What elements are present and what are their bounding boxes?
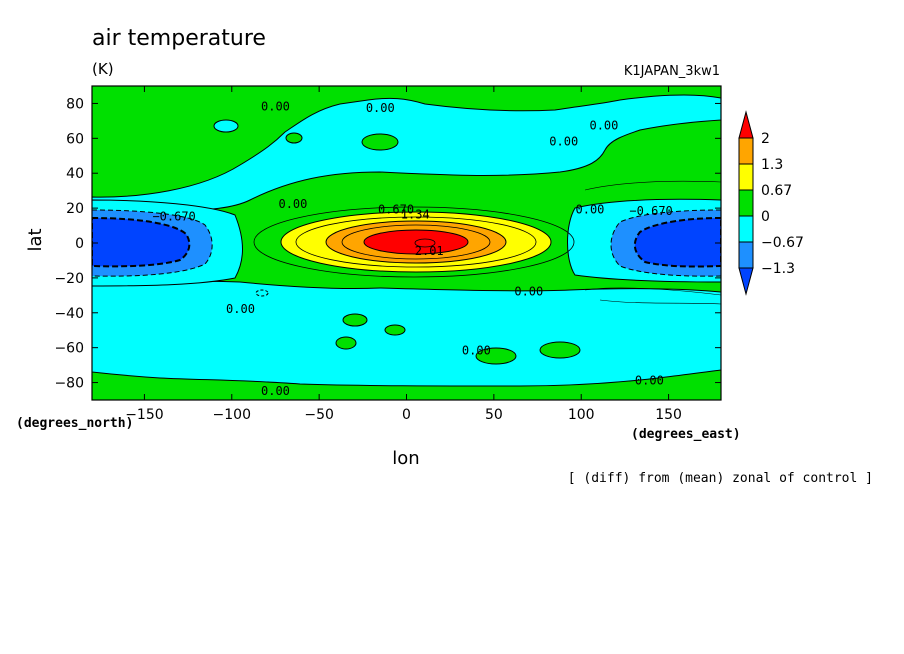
colorbar-level-label: −1.3: [761, 261, 795, 277]
field-patch: [285, 132, 303, 144]
colorbar-level-label: 1.3: [761, 157, 783, 173]
colorbar-level-label: 0.67: [761, 183, 792, 199]
y-unit-label: (degrees_north): [16, 416, 133, 431]
field-region-navy-east: [633, 216, 721, 268]
field-region-red: [363, 229, 469, 255]
y-axis-label: lat: [25, 228, 46, 251]
field-contour-0: [253, 206, 575, 278]
x-axis-label: lon: [392, 448, 419, 469]
contour-label: 0.00: [514, 284, 543, 298]
field-patch: [255, 289, 269, 297]
contour-label: 0.00: [549, 134, 578, 148]
colorbar-swatch: [738, 189, 754, 217]
contour-label: 0.00: [261, 384, 290, 398]
field-patch: [384, 324, 406, 336]
field-patch: [539, 341, 581, 359]
contour-label: 0.00: [366, 101, 395, 115]
y-tick-label: −60: [54, 341, 84, 357]
contour-label: 1.34: [401, 208, 430, 222]
contour-label: −0.670: [152, 209, 195, 223]
colorbar-swatch: [738, 241, 754, 269]
y-tick-label: 80: [66, 96, 84, 112]
x-tick-label: 150: [655, 407, 682, 423]
y-tick-label: 20: [66, 201, 84, 217]
contour-label: 0.00: [589, 119, 618, 133]
contour-label: 0.00: [226, 302, 255, 316]
contour-label: 2.01: [415, 244, 444, 258]
colorbar: 2 1.3 0.67 0 −0.67 −1.3: [738, 110, 804, 296]
y-axis: 80 60 40 20 0 −20 −40 −60 −80: [54, 96, 721, 392]
x-tick-label: 50: [485, 407, 503, 423]
field-patch: [361, 133, 399, 151]
contour-label: 0.00: [635, 373, 664, 387]
contour-label: 0.00: [261, 99, 290, 113]
colorbar-swatch: [738, 163, 754, 191]
y-tick-label: 0: [75, 236, 84, 252]
x-tick-label: −50: [304, 407, 334, 423]
x-tick-label: 0: [402, 407, 411, 423]
y-tick-label: −40: [54, 306, 84, 322]
contour-label: −0.670: [629, 204, 672, 218]
field-contour-weak: [584, 180, 721, 305]
field-contour-yellow-inner: [295, 216, 537, 268]
field-patch: [213, 119, 239, 133]
y-tick-label: 60: [66, 131, 84, 147]
colorbar-swatch-max: [738, 110, 754, 139]
y-tick-label: 40: [66, 166, 84, 182]
colorbar-level-label: 0: [761, 209, 770, 225]
field-contour-red-inner: [414, 238, 436, 248]
contour-labels: 0.00 0.00 0.00 0.00 0.00 0.00 −0.670 −0.670 0.67…: [152, 99, 672, 397]
colorbar-level-label: 2: [761, 131, 770, 147]
contour-label: 0.00: [576, 202, 605, 216]
field-patch: [475, 347, 517, 365]
field-patch: [335, 336, 357, 350]
x-tick-label: −150: [125, 407, 163, 423]
field-region-navy-west: [92, 216, 191, 268]
field-region-cyan-south: [92, 280, 721, 387]
contour-label: 0.00: [278, 197, 307, 211]
colorbar-swatch: [738, 215, 754, 243]
y-tick-label: −80: [54, 376, 84, 392]
contour-label: 0.00: [462, 344, 491, 358]
x-tick-label: 100: [568, 407, 595, 423]
chart-title: air temperature: [92, 26, 266, 51]
x-tick-label: −100: [213, 407, 251, 423]
field-contour-orange-inner: [341, 224, 491, 260]
colorbar-swatch: [738, 137, 754, 165]
field-patch: [342, 313, 368, 327]
contour-label: 0.670: [378, 202, 414, 216]
y-tick-label: −20: [54, 271, 84, 287]
run-label: K1JAPAN_3kw1: [624, 64, 720, 79]
x-axis: −150 −100 −50 0 50 100 150: [125, 86, 682, 423]
colorbar-swatch-min: [738, 267, 754, 296]
x-unit-label: (degrees_east): [631, 427, 741, 442]
plot-area: [92, 86, 721, 400]
units-label: (K): [92, 60, 114, 78]
colorbar-level-label: −0.67: [761, 235, 804, 251]
footer-note: [ (diff) from (mean) zonal of control ]: [568, 471, 873, 486]
